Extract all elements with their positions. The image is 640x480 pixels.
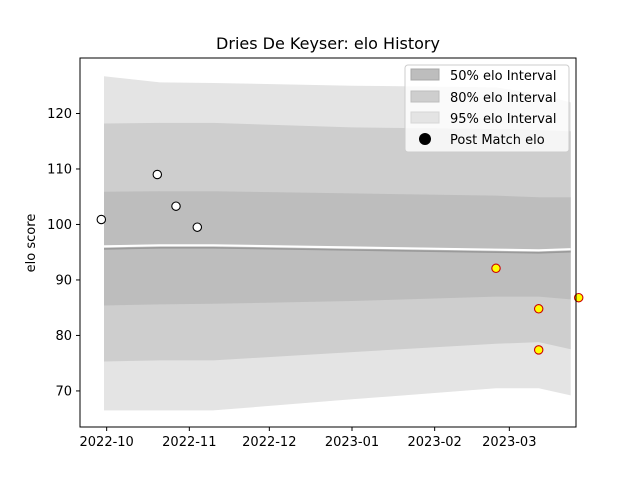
- x-tick-label-1: 2022-11: [162, 435, 216, 450]
- y-tick-label-2: 90: [55, 273, 72, 288]
- legend-label-95: 95% elo Interval: [450, 112, 557, 127]
- y-tick-label-4: 110: [47, 162, 72, 177]
- mean-highlight-line: [103, 244, 571, 252]
- post-match-point-1-2: [533, 345, 544, 355]
- chart-title: Dries De Keyser: elo History: [216, 34, 440, 53]
- y-axis-label: elo score: [24, 214, 39, 273]
- legend-swatch-80: [410, 90, 440, 103]
- mean-elo-line: [103, 247, 571, 254]
- post-match-point-0-0: [96, 214, 107, 225]
- post-match-point-1-0: [491, 263, 501, 274]
- post-match-point-0-2: [171, 201, 181, 211]
- legend: 50% elo Interval 80% elo Interval 95% el…: [404, 64, 570, 153]
- y-axis-ticks: 70 80 90 100 110 120: [47, 107, 80, 399]
- x-tick-label-3: 2023-01: [325, 435, 379, 450]
- post-match-point-1-1: [533, 304, 544, 314]
- y-tick-label-1: 80: [55, 329, 72, 344]
- interval-bands: [104, 76, 571, 411]
- post-match-point-1-3: [573, 292, 584, 303]
- post-match-point-0-1: [152, 169, 163, 180]
- y-tick-label-0: 70: [55, 384, 72, 399]
- plot-frame: [79, 57, 577, 428]
- legend-swatch-50: [410, 68, 440, 81]
- x-axis-ticks: 2022-10 2022-11 2022-12 2023-01 2023-02 2023-…: [80, 427, 536, 450]
- legend-marker-post-match: [419, 133, 431, 145]
- legend-swatch-95: [410, 111, 440, 124]
- legend-label-80: 80% elo Interval: [450, 91, 557, 106]
- x-tick-label-5: 2023-03: [482, 435, 536, 450]
- x-tick-label-4: 2023-02: [408, 435, 462, 450]
- legend-box: [404, 64, 570, 153]
- mean-line-group: [103, 244, 571, 254]
- legend-label-post-match: Post Match elo: [450, 133, 545, 148]
- y-tick-label-3: 100: [47, 218, 72, 233]
- post-match-point-0-3: [192, 222, 203, 232]
- x-tick-label-2: 2022-12: [242, 435, 296, 450]
- x-tick-label-0: 2022-10: [80, 435, 134, 450]
- y-tick-label-5: 120: [47, 107, 72, 122]
- post-match-points: [96, 169, 584, 355]
- legend-label-50: 50% elo Interval: [450, 69, 557, 84]
